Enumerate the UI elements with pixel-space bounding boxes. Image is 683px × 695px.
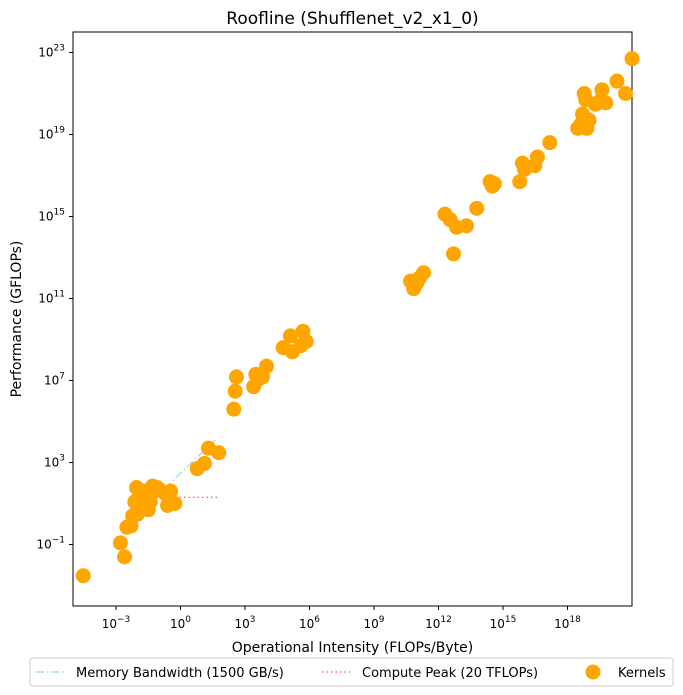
kernel-point [458,218,474,234]
kernel-point [529,149,545,165]
x-tick-label: 109 [363,615,384,631]
y-axis: 10−1 103 107 1011 1015 1019 1023 [36,44,73,552]
kernel-point [211,445,227,461]
kernel-point [167,496,183,511]
y-tick-label: 107 [44,372,65,388]
kernel-point [512,174,528,190]
kernel-point [75,568,91,584]
y-tick-label: 103 [44,454,65,470]
kernel-point [618,86,634,101]
plot-frame [72,31,633,607]
y-tick-label: 10−1 [36,536,65,552]
x-tick-label: 1012 [425,615,452,631]
kernel-point [282,328,298,344]
kernel-point [624,51,640,67]
kernel-point [446,246,462,262]
x-axis: 10−3 100 103 106 109 1012 1015 1018 [102,606,581,631]
kernel-point [227,383,243,399]
y-tick-label: 1011 [38,290,65,306]
kernel-point [112,535,128,551]
legend-swatch [585,664,601,680]
kernel-point [415,265,431,281]
legend-box [29,657,674,687]
x-tick-label: 100 [170,615,191,631]
kernel-point [598,95,614,111]
legend-label: Compute Peak (20 TFLOPs) [362,666,538,681]
kernel-point [581,112,597,128]
y-tick-label: 1015 [38,208,65,224]
kernel-point [609,73,625,89]
kernel-point [226,401,242,417]
kernel-point [542,135,558,151]
x-tick-label: 10−3 [102,615,131,631]
plot-area [72,31,633,607]
x-tick-label: 1018 [554,615,581,631]
chart-title: Roofline (Shufflenet_v2_x1_0) [226,9,478,29]
kernel-point [486,176,502,192]
series-layer [75,51,640,584]
kernel-point [117,549,133,565]
kernel-point [163,483,179,499]
kernel-point [228,369,244,385]
kernel-point [196,455,212,471]
x-tick-label: 106 [299,615,320,631]
legend-label: Kernels [618,666,666,681]
kernel-point [469,200,485,216]
legend-label: Memory Bandwidth (1500 GB/s) [76,666,284,681]
legend: Memory Bandwidth (1500 GB/s) Compute Peak… [29,657,674,687]
y-tick-label: 1019 [38,126,65,142]
x-axis-title: Operational Intensity (FLOPs/Byte) [232,640,473,656]
kernel-point [298,333,314,349]
y-axis-title: Performance (GFLOPs) [9,241,25,398]
kernel-point [259,358,274,374]
x-tick-label: 103 [234,615,255,631]
kernel-point [594,82,610,98]
y-tick-label: 1023 [38,44,65,60]
x-tick-label: 1015 [490,615,517,631]
